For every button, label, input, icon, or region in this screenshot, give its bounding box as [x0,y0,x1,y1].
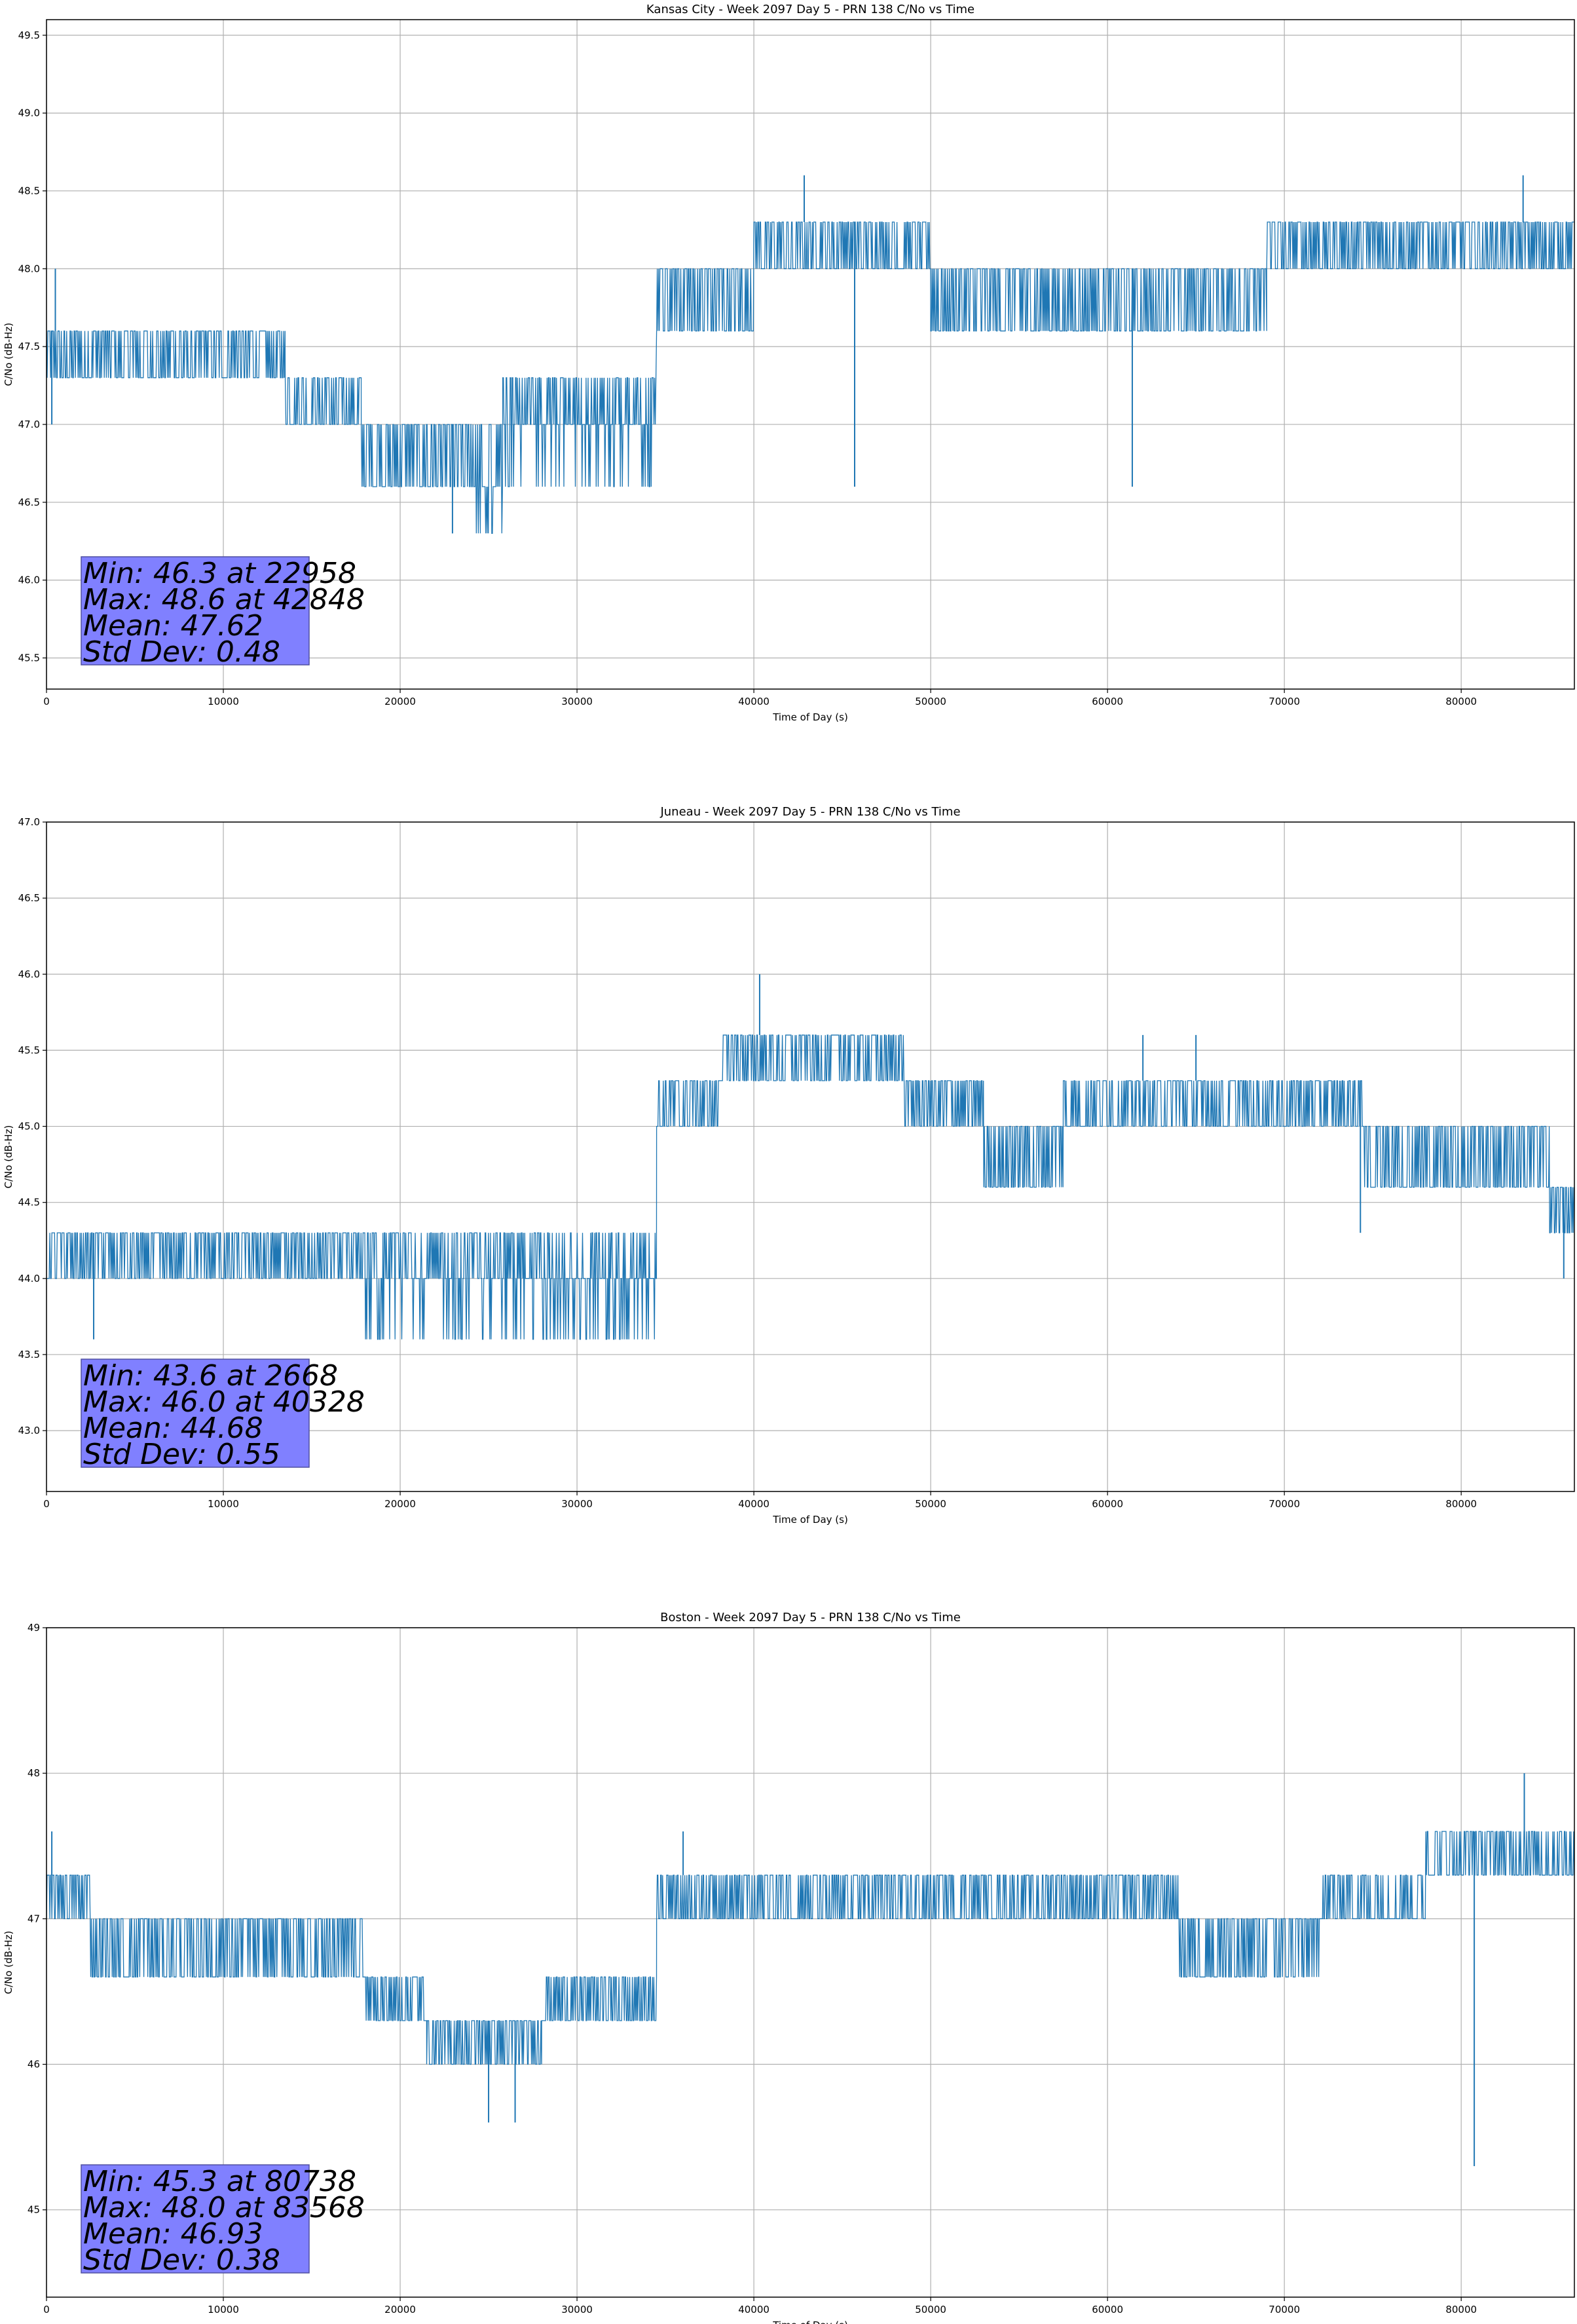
x-tick-label: 40000 [738,2304,770,2315]
stats-line: Std Dev: 0.55 [83,1438,280,1471]
x-axis-label: Time of Day (s) [772,711,848,723]
y-axis-label: C/No (dB-Hz) [3,323,14,386]
y-tick-label: 48.0 [18,263,40,274]
y-tick-label: 46.5 [18,892,40,904]
y-tick-label: 46.5 [18,497,40,508]
stats-box [81,2164,310,2274]
stats-line: Max: 48.6 at 42848 [83,583,365,616]
y-tick-label: 48 [28,1767,40,1779]
x-tick-label: 50000 [915,1498,946,1510]
y-tick-label: 45 [28,2204,40,2216]
series-line [46,221,1574,534]
stats-line: Mean: 46.93 [83,2217,263,2251]
y-tick-label: 44.5 [18,1197,40,1209]
stats-line: Std Dev: 0.38 [83,2243,280,2277]
y-tick-label: 45.5 [18,652,40,664]
series-line [46,1831,1574,2065]
y-tick-label: 47.0 [18,816,40,828]
x-tick-label: 80000 [1445,1498,1477,1510]
x-tick-label: 70000 [1269,1498,1300,1510]
y-tick-label: 45.0 [18,1121,40,1133]
x-tick-label: 20000 [384,1498,416,1510]
y-tick-label: 48.5 [18,185,40,197]
x-tick-label: 40000 [738,1498,770,1510]
y-tick-label: 46.0 [18,574,40,586]
y-tick-label: 43.0 [18,1425,40,1436]
x-tick-label: 70000 [1269,2304,1300,2315]
y-tick-label: 49 [28,1622,40,1634]
stats-line: Max: 46.0 at 40328 [83,1385,365,1419]
x-tick-label: 20000 [384,2304,416,2315]
stats-line: Min: 43.6 at 2668 [83,1359,338,1393]
y-axis-label: C/No (dB-Hz) [3,1125,14,1189]
y-axis-label: C/No (dB-Hz) [3,1931,14,1995]
y-tick-label: 43.5 [18,1349,40,1360]
x-axis-label: Time of Day (s) [772,1514,848,1526]
x-tick-label: 80000 [1445,696,1477,707]
chart-panel-1: 0 10000 20000 30000 40000 50000 60000 70000 8000… [3,805,1575,1526]
x-tick-label: 50000 [915,2304,946,2315]
stats-line: Min: 45.3 at 80738 [83,2165,356,2198]
axes-frame [46,19,1575,690]
chart-panel-2: 0 10000 20000 30000 40000 50000 60000 70000 8000… [3,1611,1575,2324]
x-tick-label: 0 [43,696,50,707]
axes-frame [46,821,1575,1492]
y-tick-label: 47 [28,1913,40,1924]
x-tick-label: 0 [43,1498,50,1510]
x-tick-label: 60000 [1092,696,1123,707]
x-tick-label: 40000 [738,696,770,707]
x-tick-label: 30000 [561,2304,593,2315]
x-tick-label: 0 [43,2304,50,2315]
y-tick-label: 46 [28,2059,40,2071]
x-tick-label: 30000 [561,1498,593,1510]
x-axis-label: Time of Day (s) [772,2319,848,2324]
stats-box [81,1359,310,1468]
axes-frame [46,1627,1575,2298]
stats-line: Mean: 44.68 [83,1412,263,1445]
chart-title: Juneau - Week 2097 Day 5 - PRN 138 C/No … [659,805,960,819]
y-tick-label: 49.0 [18,107,40,119]
x-tick-label: 10000 [208,696,239,707]
y-tick-label: 46.0 [18,968,40,980]
y-tick-label: 49.5 [18,29,40,41]
y-tick-label: 44.0 [18,1273,40,1284]
x-tick-label: 10000 [208,1498,239,1510]
stats-line: Max: 48.0 at 83568 [83,2191,365,2224]
stats-line: Std Dev: 0.48 [83,635,280,669]
stats-line: Min: 46.3 at 22958 [83,557,356,590]
x-tick-label: 50000 [915,696,946,707]
x-tick-label: 20000 [384,696,416,707]
x-tick-label: 30000 [561,696,593,707]
stats-line: Mean: 47.62 [83,609,263,643]
x-tick-label: 10000 [208,2304,239,2315]
stats-box [81,556,310,665]
series-line [46,1034,1574,1340]
x-tick-label: 60000 [1092,1498,1123,1510]
y-tick-label: 47.5 [18,341,40,352]
chart-title: Kansas City - Week 2097 Day 5 - PRN 138 … [646,3,974,16]
chart-title: Boston - Week 2097 Day 5 - PRN 138 C/No … [660,1611,961,1624]
x-tick-label: 80000 [1445,2304,1477,2315]
x-tick-label: 70000 [1269,696,1300,707]
y-tick-label: 45.5 [18,1044,40,1056]
x-tick-label: 60000 [1092,2304,1123,2315]
chart-panel-0: 0 10000 20000 30000 40000 50000 60000 70000 8000… [3,3,1575,723]
y-tick-label: 47.0 [18,419,40,430]
